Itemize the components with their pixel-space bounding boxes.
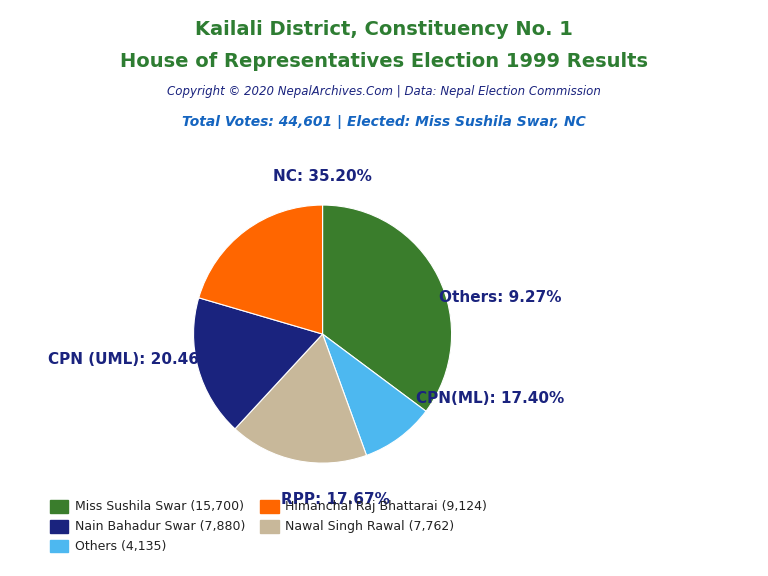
Text: Total Votes: 44,601 | Elected: Miss Sushila Swar, NC: Total Votes: 44,601 | Elected: Miss Sush…	[182, 115, 586, 129]
Text: Copyright © 2020 NepalArchives.Com | Data: Nepal Election Commission: Copyright © 2020 NepalArchives.Com | Dat…	[167, 85, 601, 98]
Text: Others: 9.27%: Others: 9.27%	[439, 290, 562, 305]
Legend: Miss Sushila Swar (15,700), Nain Bahadur Swar (7,880), Others (4,135), Himanchal: Miss Sushila Swar (15,700), Nain Bahadur…	[45, 495, 492, 558]
Text: RPP: 17.67%: RPP: 17.67%	[281, 492, 390, 507]
Wedge shape	[323, 205, 452, 411]
Text: CPN(ML): 17.40%: CPN(ML): 17.40%	[416, 391, 564, 406]
Text: NC: 35.20%: NC: 35.20%	[273, 169, 372, 184]
Wedge shape	[194, 298, 323, 429]
Text: Kailali District, Constituency No. 1: Kailali District, Constituency No. 1	[195, 20, 573, 39]
Wedge shape	[235, 334, 366, 463]
Text: House of Representatives Election 1999 Results: House of Representatives Election 1999 R…	[120, 52, 648, 71]
Wedge shape	[199, 205, 323, 334]
Wedge shape	[323, 334, 426, 456]
Text: CPN (UML): 20.46%: CPN (UML): 20.46%	[48, 353, 215, 367]
